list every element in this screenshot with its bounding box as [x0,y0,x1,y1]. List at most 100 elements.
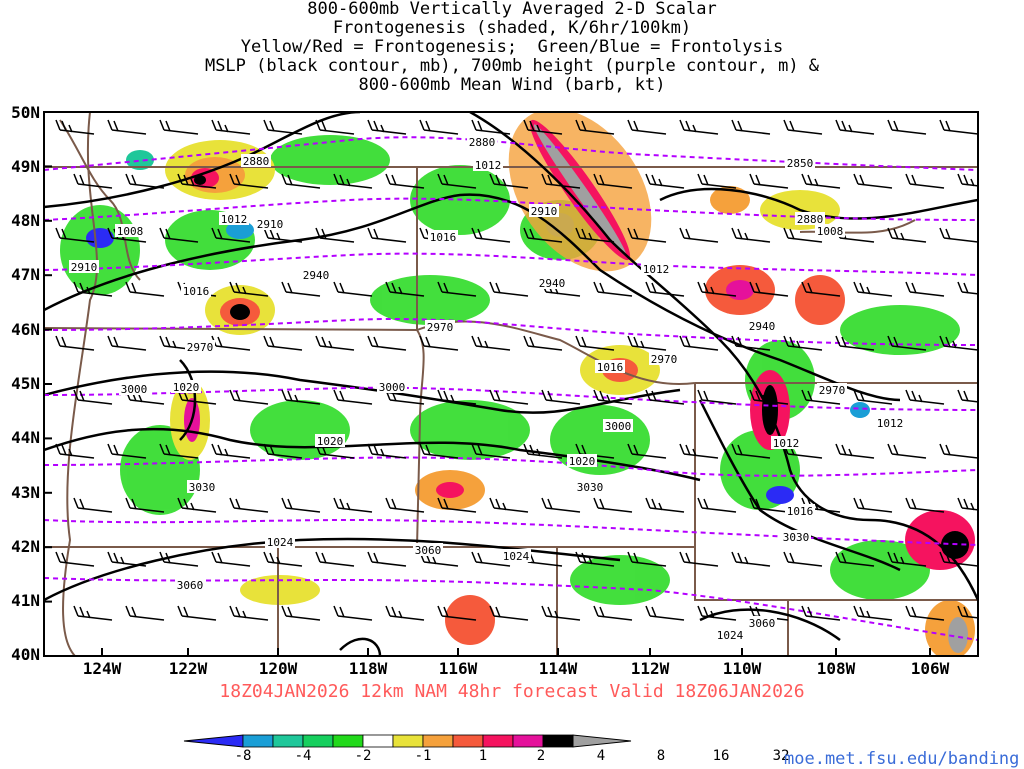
colorbar-label: -4 [294,748,312,764]
mslp-label-bg [428,230,458,243]
mslp-label: 1016 [787,505,814,518]
wind-barb [679,119,719,135]
wind-barb [731,551,771,567]
title-line-2: Frontogenesis (shaded, K/6hr/100km) [332,18,692,38]
wind-barb [593,389,633,405]
colorbar-label: 16 [712,748,730,764]
wind-barb [333,173,373,189]
height-label: 2880 [469,136,496,149]
wind-barb [55,443,95,459]
wind-barb [437,281,477,297]
wind-barb [731,227,771,243]
wind-barb [73,497,113,513]
axis-ticks [44,111,931,657]
wind-barb [939,119,978,135]
wind-barb [939,443,978,459]
wind-barb [489,389,529,405]
mslp-label: 1012 [773,437,800,450]
height-label: 2970 [187,341,214,354]
wind-barb [315,551,355,567]
wind-barb [593,497,633,513]
height-label-bg [795,212,825,225]
wind-barb [471,227,511,243]
wind-barb [905,281,945,297]
height-label-bg [187,480,217,493]
lon-label: 124W [82,659,122,678]
wind-barb [419,119,459,135]
mslp-label: 1020 [173,381,200,394]
colorbar-label: -1 [414,748,432,764]
mslp-label: 1024 [267,536,294,549]
wind-barb [749,281,789,297]
mslp-label-bg [115,224,145,237]
colorbar [183,734,632,748]
wind-barb [835,551,875,567]
colorbar-segment [512,734,544,748]
wind-barb [523,443,563,459]
height-label-bg [467,135,497,148]
wind-barb [211,551,251,567]
wind-barb [645,173,685,189]
wind-barb [801,173,841,189]
wind-barb [905,389,945,405]
wind-barb [229,389,269,405]
height-label-bg [413,543,443,556]
colorbar-label: 32 [772,748,790,764]
colorbar-segment [272,734,304,748]
wind-barb [679,551,719,567]
wind-barb [489,605,529,621]
colorbar-segment [332,734,364,748]
height-label-bg [377,380,407,393]
height-label-bg [175,578,205,591]
lat-label: 42N [11,537,40,556]
height-label-bg [603,419,633,432]
height-label: 3000 [121,383,148,396]
lat-label: 44N [11,428,40,447]
wind-barb [263,551,303,567]
mslp-label: 1012 [877,417,904,430]
mslp-label-bg [771,436,801,449]
colorbar-label: 8 [656,748,666,764]
mslp-label-bg [473,158,503,171]
wind-barb [679,227,719,243]
wind-barb [55,551,95,567]
colorbar-segment [482,734,514,748]
wind-barb [333,605,373,621]
lat-label: 50N [11,103,40,122]
lat-label: 49N [11,157,40,176]
lon-label: 112W [630,659,670,678]
wind-barb [679,443,719,459]
height-label-bg [785,156,815,169]
wind-barb [55,119,95,135]
wind-barb [627,119,667,135]
height-labels: 2880 2880 2850 2880 2910 2910 2910 2940 2940 2940… [69,135,847,630]
height-label: 2940 [539,277,566,290]
wind-barb [645,281,685,297]
lon-label: 118W [348,659,388,678]
wind-barb [315,119,355,135]
height-label: 2940 [749,320,776,333]
mslp-label: 1016 [183,285,210,298]
height-label-bg [301,268,331,281]
mslp-label-bg [815,224,845,237]
wind-barb [367,335,407,351]
colorbar-right-arrow [572,734,632,748]
height-label: 3000 [605,420,632,433]
mslp-label: 1020 [569,455,596,468]
height-label-bg [529,204,559,217]
wind-barb [627,227,667,243]
wind-barb [333,389,373,405]
lon-label: 122W [168,659,208,678]
height-label: 2880 [797,213,824,226]
mslp-label-bg [567,454,597,467]
wind-barb [523,227,563,243]
mslp-label-bg [171,380,201,393]
colorbar-label: 4 [596,748,606,764]
mslp-label: 1008 [117,225,144,238]
wind-barb [333,497,373,513]
wind-barb [229,605,269,621]
wind-barb [887,443,927,459]
wind-barb [887,551,927,567]
wind-barb [957,281,978,295]
height-label: 2910 [531,205,558,218]
